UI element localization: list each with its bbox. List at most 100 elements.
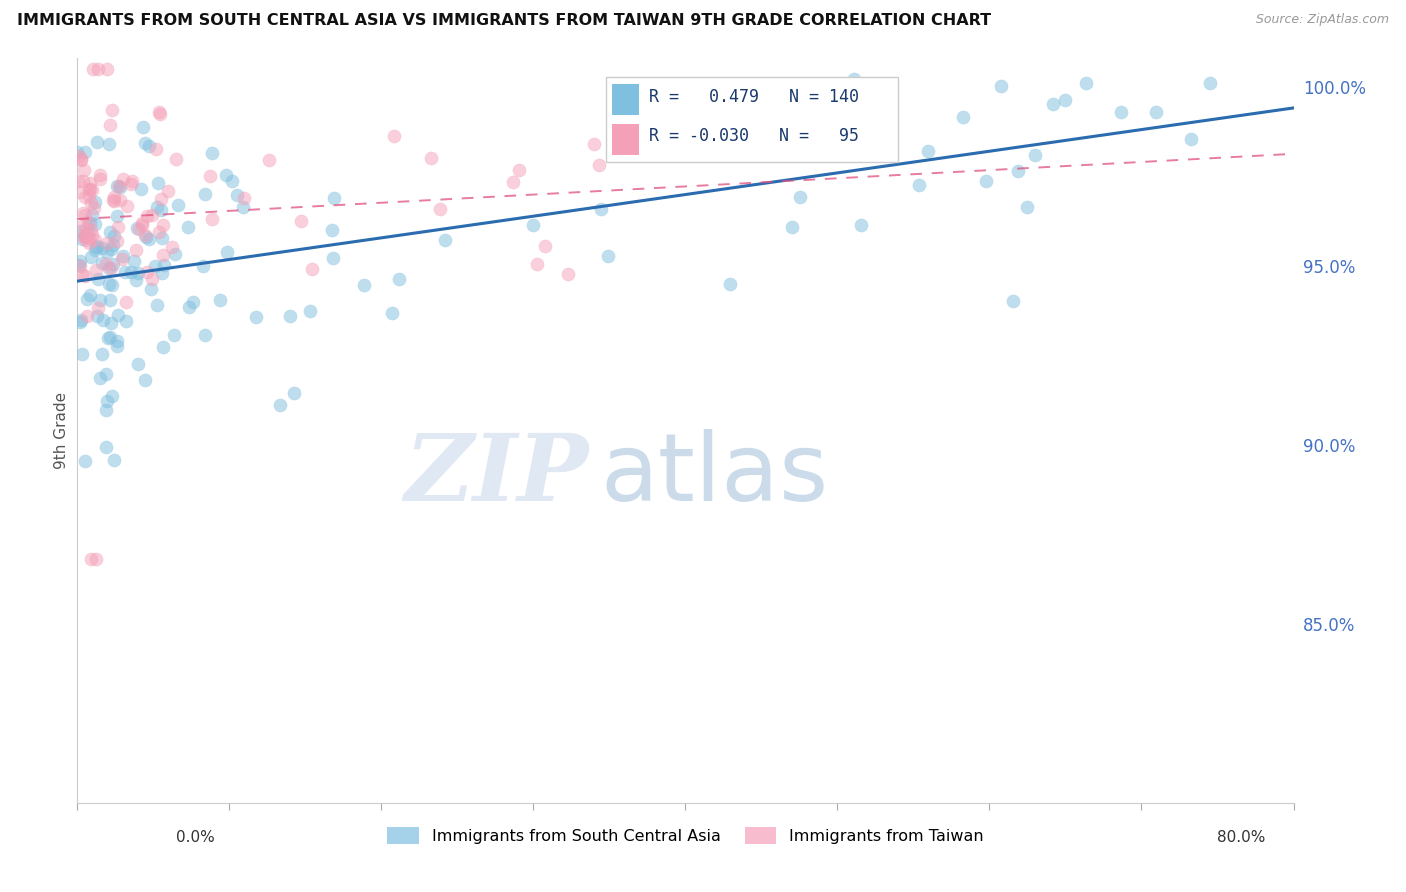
- Point: [103, 193, 125, 207]
- Point: [907, 178, 929, 192]
- Point: [76, 310, 98, 324]
- Point: [201, 212, 224, 227]
- Point: [129, 182, 152, 196]
- Point: [84, 217, 107, 231]
- Point: [990, 78, 1012, 93]
- Point: [111, 249, 134, 263]
- Point: [86, 309, 108, 323]
- Point: [69, 315, 91, 329]
- Point: [100, 260, 122, 275]
- Point: [127, 266, 149, 280]
- Point: [86, 301, 108, 315]
- Point: [844, 115, 866, 129]
- Legend: Immigrants from South Central Asia, Immigrants from Taiwan: Immigrants from South Central Asia, Immi…: [381, 821, 990, 851]
- Point: [128, 222, 150, 236]
- Point: [105, 334, 128, 348]
- Point: [636, 130, 658, 145]
- Point: [132, 120, 155, 134]
- Point: [127, 221, 149, 235]
- Point: [111, 252, 134, 266]
- Point: [91, 313, 114, 327]
- Point: [278, 309, 301, 323]
- Point: [75, 222, 97, 236]
- Point: [321, 222, 343, 236]
- Point: [115, 314, 138, 328]
- Point: [72, 231, 94, 245]
- Point: [135, 229, 157, 244]
- Point: [177, 220, 200, 235]
- Point: [124, 253, 146, 268]
- Point: [112, 172, 135, 186]
- Point: [120, 178, 142, 192]
- Point: [79, 182, 101, 196]
- Point: [149, 202, 172, 217]
- Point: [718, 277, 741, 291]
- Point: [96, 235, 118, 250]
- Point: [150, 266, 173, 280]
- Point: [162, 239, 184, 253]
- Point: [381, 306, 404, 320]
- Point: [125, 273, 148, 287]
- Point: [149, 107, 172, 121]
- Text: Source: ZipAtlas.com: Source: ZipAtlas.com: [1256, 13, 1389, 27]
- Point: [94, 403, 117, 417]
- Point: [107, 308, 129, 322]
- Point: [434, 233, 457, 247]
- Point: [101, 278, 124, 293]
- Point: [98, 293, 121, 307]
- Bar: [613, 123, 640, 155]
- Point: [73, 145, 96, 159]
- Point: [233, 191, 256, 205]
- Point: [72, 163, 94, 178]
- Point: [105, 234, 128, 248]
- Point: [79, 236, 101, 251]
- Bar: [613, 84, 640, 115]
- Point: [84, 262, 107, 277]
- Point: [98, 260, 121, 275]
- Point: [127, 357, 149, 371]
- Point: [1042, 96, 1064, 111]
- Point: [120, 265, 142, 279]
- Point: [152, 340, 174, 354]
- Point: [612, 124, 634, 138]
- Point: [194, 327, 217, 342]
- Point: [198, 169, 221, 183]
- Point: [163, 328, 186, 343]
- Point: [67, 186, 90, 200]
- Point: [114, 265, 136, 279]
- Point: [94, 368, 117, 382]
- Point: [77, 215, 100, 229]
- Point: [259, 153, 281, 168]
- Point: [138, 232, 160, 246]
- Point: [97, 331, 120, 345]
- Point: [79, 176, 101, 190]
- Point: [101, 103, 124, 117]
- Point: [69, 254, 91, 268]
- Point: [1007, 164, 1029, 178]
- Point: [86, 240, 108, 254]
- Point: [96, 62, 118, 76]
- Point: [215, 245, 238, 260]
- Point: [80, 196, 103, 211]
- Point: [1017, 200, 1039, 214]
- Point: [82, 62, 104, 76]
- Point: [179, 300, 201, 314]
- Point: [534, 239, 557, 253]
- Point: [100, 389, 122, 403]
- Point: [1180, 132, 1202, 146]
- Point: [150, 230, 173, 244]
- Point: [98, 277, 121, 291]
- Point: [849, 218, 872, 232]
- Point: [67, 258, 90, 272]
- Point: [89, 172, 111, 186]
- Point: [83, 243, 105, 257]
- Point: [589, 202, 612, 217]
- Point: [70, 267, 93, 281]
- Point: [789, 190, 811, 204]
- Point: [84, 233, 107, 247]
- Point: [84, 552, 107, 566]
- Point: [105, 339, 128, 353]
- Text: R = -0.030   N =   95: R = -0.030 N = 95: [650, 128, 859, 145]
- Point: [245, 310, 267, 324]
- Point: [75, 233, 97, 247]
